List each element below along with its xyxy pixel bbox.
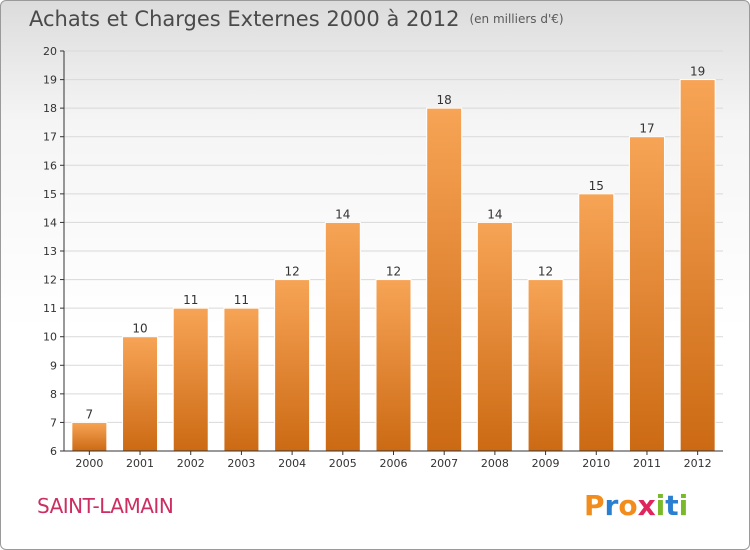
y-tick-label: 17 (43, 131, 57, 144)
y-tick-label: 9 (50, 359, 57, 372)
x-tick-label-2009: 2009 (532, 457, 560, 470)
axes: 6 7 8 9 10 11 12 13 14 15 16 17 18 19 20 2000 2001 2002 20… (43, 45, 723, 470)
bar-2005 (324, 221, 361, 452)
logo-letter: t (665, 489, 679, 522)
data-label-2003: 11 (234, 293, 249, 307)
data-labels: 7 10 11 11 12 14 12 18 14 12 15 17 19 (86, 65, 706, 422)
y-tick-label: 20 (43, 45, 57, 58)
data-label-2004: 12 (284, 265, 299, 279)
y-tick-label: 12 (43, 274, 57, 287)
data-label-2006: 12 (386, 265, 401, 279)
y-tick-label: 13 (43, 245, 57, 258)
bar-2011 (628, 136, 665, 452)
bar-2001 (122, 336, 159, 452)
data-label-2010: 15 (589, 179, 604, 193)
x-tick-label-2012: 2012 (684, 457, 712, 470)
chart-title-text: Achats et Charges Externes 2000 à 2012 (29, 7, 460, 31)
bars (71, 79, 716, 452)
x-tick-label-2002: 2002 (177, 457, 205, 470)
data-label-2000: 7 (86, 407, 94, 421)
x-tick-label-2010: 2010 (582, 457, 610, 470)
x-tick-label-2008: 2008 (481, 457, 509, 470)
bar-2006 (375, 279, 412, 452)
data-label-2002: 11 (183, 293, 198, 307)
chart-title: Achats et Charges Externes 2000 à 2012 (e… (29, 7, 564, 31)
bar-2002 (172, 307, 209, 452)
x-tick-label-2005: 2005 (329, 457, 357, 470)
y-tick-label: 11 (43, 302, 57, 315)
y-tick-label: 7 (50, 416, 57, 429)
bar-2000 (71, 421, 108, 452)
y-tick-label: 19 (43, 74, 57, 87)
x-tick-label-2003: 2003 (227, 457, 255, 470)
bar-2009 (527, 279, 564, 452)
chart-unit: (en milliers d'€) (469, 12, 564, 26)
data-label-2005: 14 (335, 207, 350, 221)
x-tick-label-2011: 2011 (633, 457, 661, 470)
data-label-2008: 14 (487, 207, 502, 221)
y-tick-label: 14 (43, 216, 57, 229)
logo-letter: P (584, 489, 605, 522)
data-label-2007: 18 (437, 93, 452, 107)
x-tick-label-2001: 2001 (126, 457, 154, 470)
y-tick-label: 8 (50, 388, 57, 401)
x-tick-label-2007: 2007 (430, 457, 458, 470)
bar-2012 (679, 79, 716, 452)
data-label-2012: 19 (690, 65, 705, 79)
y-tick-label: 15 (43, 188, 57, 201)
y-tick-label: 18 (43, 102, 57, 115)
y-tick-label: 6 (50, 445, 57, 458)
logo-letter: i (655, 489, 666, 522)
logo-letter: r (604, 489, 619, 522)
bar-2004 (274, 279, 311, 452)
bar-2008 (476, 221, 513, 452)
bar-2007 (426, 107, 463, 452)
proxiti-logo[interactable]: Proxiti (584, 489, 694, 529)
x-tick-label-2000: 2000 (75, 457, 103, 470)
x-tick-label-2004: 2004 (278, 457, 306, 470)
bar-2010 (578, 193, 615, 452)
logo-letter: i (678, 489, 689, 522)
y-tick-label: 16 (43, 159, 57, 172)
bar-2003 (223, 307, 260, 452)
data-label-2001: 10 (132, 322, 147, 336)
logo-letter: x (637, 489, 656, 522)
x-tick-label-2006: 2006 (380, 457, 408, 470)
y-tick-label: 10 (43, 331, 57, 344)
logo-letter: o (618, 489, 638, 522)
data-label-2009: 12 (538, 265, 553, 279)
commune-name: SAINT-LAMAIN (37, 494, 174, 518)
data-label-2011: 17 (639, 122, 654, 136)
